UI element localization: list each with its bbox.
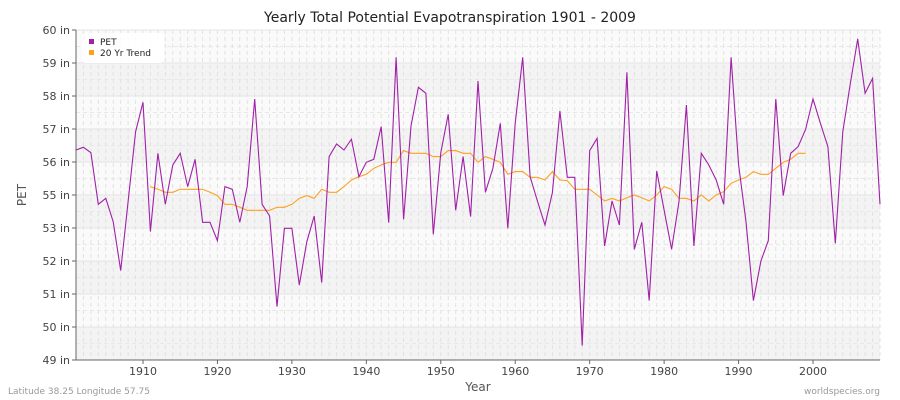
y-tick-label: 53 in [42,222,70,235]
x-tick-label: 1950 [427,365,455,378]
legend-label-pet: PET [100,38,117,48]
y-tick-label: 51 in [42,288,70,301]
y-axis-label: PET [15,183,29,206]
x-axis-label: Year [464,380,490,394]
series-line-pet [75,38,881,346]
y-tick-label: 56 in [42,156,70,169]
series-lines [75,38,881,346]
x-tick-label: 2000 [799,365,827,378]
y-tick-label: 49 in [42,354,70,367]
y-ticks: 60 in 59 in 58 in 57 in 56 in 55 in 53 in 52 in… [42,24,76,367]
x-tick-label: 1960 [501,365,529,378]
series-line-20-yr-trend [150,149,806,211]
x-tick-label: 1920 [203,365,231,378]
x-tick-label: 1990 [725,365,753,378]
legend-label-trend: 20 Yr Trend [100,49,151,59]
x-tick-label: 1910 [129,365,157,378]
footer-coordinates: Latitude 38.25 Longitude 57.75 [8,387,150,397]
y-tick-label: 50 in [42,321,70,334]
x-tick-label: 1940 [352,365,380,378]
y-tick-label: 60 in [42,24,70,37]
legend-swatch-trend [89,50,94,55]
legend-box [82,33,164,63]
x-ticks: 1910 1920 1930 1940 1950 1960 1970 1980 1990 2000 [129,360,827,378]
x-tick-label: 1930 [278,365,306,378]
legend: PET 20 Yr Trend [82,33,164,63]
y-tick-label: 57 in [42,123,70,136]
x-tick-label: 1980 [650,365,678,378]
y-tick-label: 59 in [42,57,70,70]
x-tick-label: 1970 [576,365,604,378]
footer-source: worldspecies.org [804,387,880,397]
chart-title: Yearly Total Potential Evapotranspiratio… [263,10,636,26]
y-tick-label: 55 in [42,189,70,202]
y-tick-label: 52 in [42,255,70,268]
y-tick-label: 58 in [42,90,70,103]
legend-swatch-pet [89,39,94,44]
